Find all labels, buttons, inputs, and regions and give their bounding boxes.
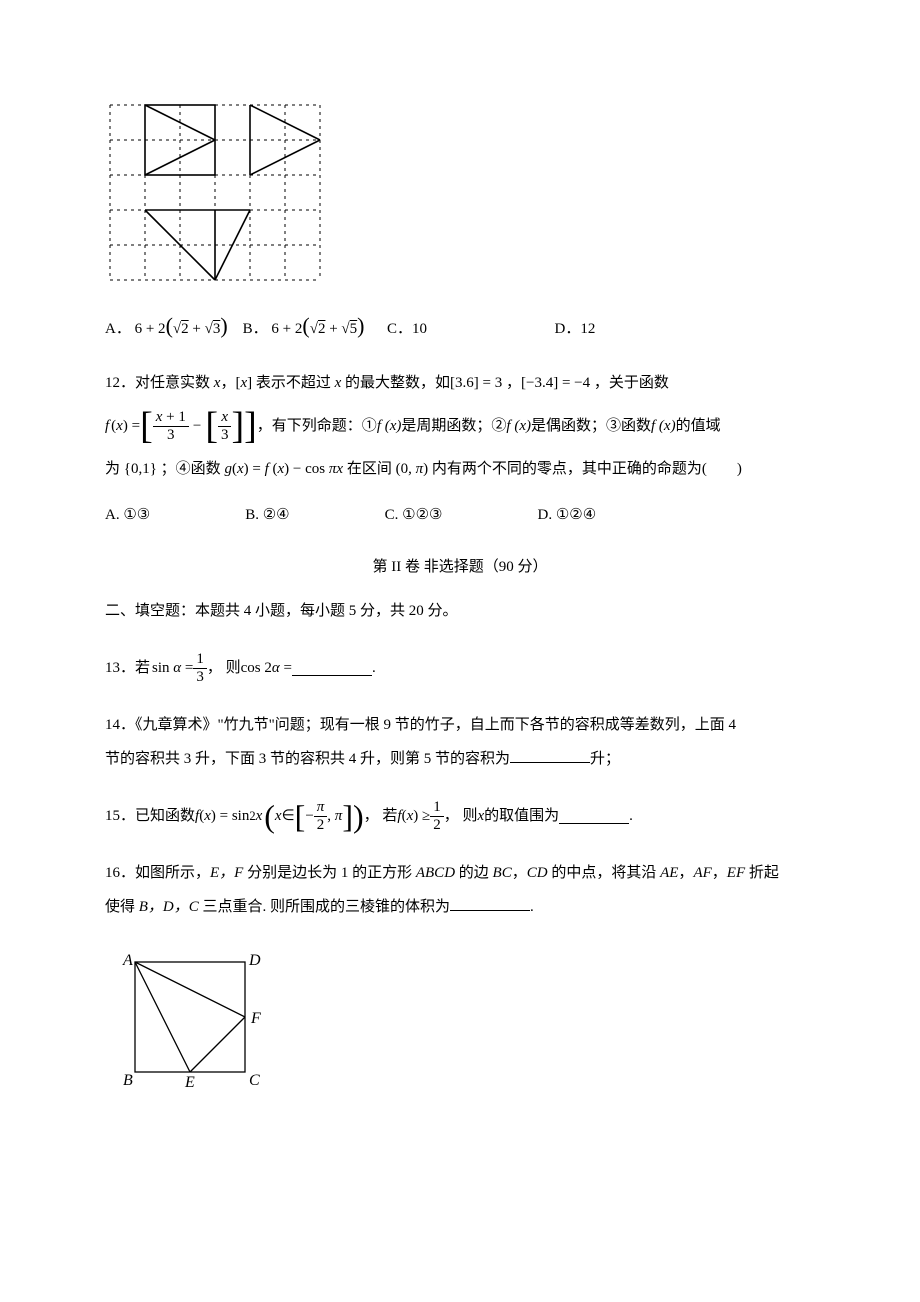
q15-blank xyxy=(559,808,629,824)
section2-instruction: 二、填空题：本题共 4 小题，每小题 5 分，共 20 分。 xyxy=(105,599,815,623)
q11-figure xyxy=(105,100,815,290)
q13-blank xyxy=(292,660,372,676)
label-C: C xyxy=(249,1072,260,1089)
q14-blank xyxy=(510,747,590,763)
q14-line1: 14．《九章算术》"竹九节"问题；现有一根 9 节的竹子，自上而下各节的容积成等… xyxy=(105,713,815,737)
q12: 12．对任意实数 x，[x] 表示不超过 x 的最大整数，如[3.6] = 3 … xyxy=(105,371,815,527)
q15: 15．已知函数 f (x) = sin2 x ( x ∈ [ −π2, π ] … xyxy=(105,799,815,833)
q11-choices-row: A． 6 + 2(√2 + √3) B． 6 + 2(√2 + √5) C．10… xyxy=(105,308,815,343)
q14-line2: 节的容积共 3 升，下面 3 节的容积共 4 升，则第 5 节的容积为升； xyxy=(105,747,815,771)
q12-choice-C: C. ①②③ xyxy=(385,503,443,527)
label-A: A xyxy=(122,952,133,969)
q12-line1: 12．对任意实数 x，[x] 表示不超过 x 的最大整数，如[3.6] = 3 … xyxy=(105,371,815,395)
q12-choice-A: A. ①③ xyxy=(105,503,150,527)
q16-figure: A D F C E B xyxy=(105,947,815,1097)
q12-line3: 为 {0,1} ；④函数 g(x) = f (x) − cos πx 在区间 (… xyxy=(105,457,815,481)
q12-choices: A. ①③ B. ②④ C. ①②③ D. ①②④ xyxy=(105,503,815,527)
square-fold-diagram: A D F C E B xyxy=(105,947,270,1097)
grid-diagram xyxy=(105,100,325,290)
q16-line2: 使得 B，D，C 三点重合. 则所围成的三棱锥的体积为. xyxy=(105,895,815,919)
q16: 16．如图所示，E，F 分别是边长为 1 的正方形 ABCD 的边 BC，CD … xyxy=(105,861,815,919)
choice-B: B． 6 + 2(√2 + √5) xyxy=(243,321,369,337)
q12-choice-D: D. ①②④ xyxy=(538,503,597,527)
label-F: F xyxy=(250,1010,261,1027)
choice-C: C．10 xyxy=(387,321,431,337)
label-E: E xyxy=(184,1074,195,1091)
q12-choice-B: B. ②④ xyxy=(245,503,289,527)
q14: 14．《九章算术》"竹九节"问题；现有一根 9 节的竹子，自上而下各节的容积成等… xyxy=(105,713,815,771)
choice-D: D．12 xyxy=(555,321,596,337)
choice-A: A． 6 + 2(√2 + √3) xyxy=(105,321,231,337)
section2-title: 第 II 卷 非选择题（90 分） xyxy=(105,555,815,579)
q16-blank xyxy=(450,895,530,911)
label-B: B xyxy=(123,1072,133,1089)
q16-line1: 16．如图所示，E，F 分别是边长为 1 的正方形 ABCD 的边 BC，CD … xyxy=(105,861,815,885)
q12-line2: f (x) = [ x + 13 − [ x3 ] ] ，有下列命题：① f (… xyxy=(105,407,815,445)
label-D: D xyxy=(248,952,261,969)
q13: 13．若 sin α = 13 ， 则 cos 2α = . xyxy=(105,651,815,685)
